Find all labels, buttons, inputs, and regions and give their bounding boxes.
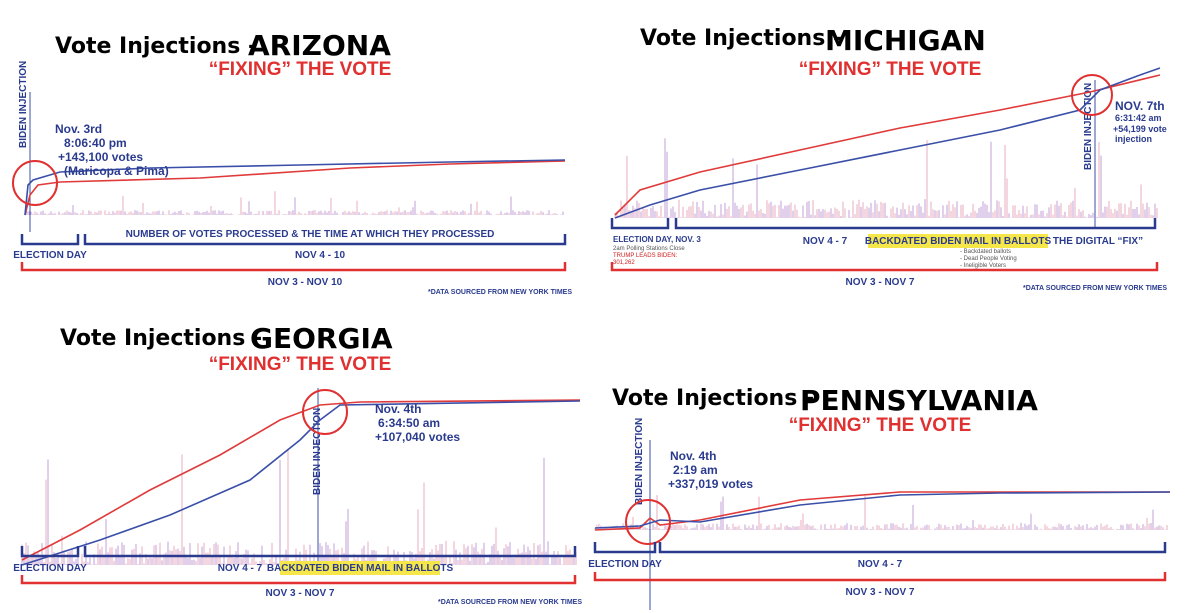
label: - Dead People Voting: [960, 256, 1017, 262]
biden-line: [614, 67, 1161, 219]
biden-line: [21, 400, 581, 566]
highlight: [280, 561, 440, 575]
footnote: *DATA SOURCED FROM NEW YORK TIMES: [438, 599, 582, 606]
state: GEORGIA: [250, 322, 393, 355]
bracket: [593, 572, 1167, 582]
annotation: +337,019 votes: [668, 477, 753, 491]
label: NOV 3 - NOV 7: [846, 587, 915, 598]
panel-arizona: Vote Injections - ARIZONA “FIXING” THE V…: [12, 29, 572, 296]
label: ELECTION DAY, NOV. 3: [613, 235, 701, 244]
label: NOV 4 - 7: [858, 559, 903, 570]
biden-line: [594, 491, 1171, 529]
label: NOV 4 - 7: [218, 563, 263, 574]
trump-line: [594, 491, 1170, 531]
label: BACKDATED BIDEN MAIL IN BALLOTS: [865, 236, 1052, 247]
marker: BIDEN INJECTION: [634, 418, 645, 505]
label: - Backdated ballots: [960, 249, 1011, 255]
highlight: [868, 234, 1048, 248]
title: Vote Injections -: [60, 326, 262, 351]
annotation: Nov. 3rd: [55, 122, 102, 136]
annotation: Nov. 4th: [670, 449, 716, 463]
label: BACKDATED BIDEN MAIL IN BALLOTS: [267, 563, 454, 574]
bracket: [20, 575, 577, 585]
label: NOV 3 - NOV 7: [846, 277, 915, 288]
label: NOV 4 - 7: [803, 236, 848, 247]
footnote: *DATA SOURCED FROM NEW YORK TIMES: [1023, 285, 1167, 292]
annotation: +107,040 votes: [375, 430, 460, 444]
trump-line: [24, 160, 566, 216]
label: NOV 3 - NOV 10: [268, 277, 343, 288]
trump-line: [614, 74, 1161, 216]
marker: BIDEN INJECTION: [18, 61, 29, 148]
bracket: [20, 546, 577, 558]
marker: BIDEN INJECTION: [1083, 83, 1094, 170]
subtitle: “FIXING” THE VOTE: [789, 415, 972, 436]
highlight-circle: [625, 499, 671, 545]
title: Vote Injections -: [55, 34, 257, 59]
subtitle: “FIXING” THE VOTE: [209, 59, 392, 80]
subtitle: “FIXING” THE VOTE: [799, 59, 982, 80]
panel-georgia: Vote Injections - GEORGIA “FIXING” THE V…: [13, 322, 582, 606]
label: ELECTION DAY: [588, 559, 662, 570]
state: PENNSYLVANIA: [800, 384, 1038, 417]
title: Vote Injections -: [612, 386, 814, 411]
label: TRUMP LEADS BIDEN:: [613, 253, 678, 259]
trump-line: [21, 399, 581, 561]
footnote: *DATA SOURCED FROM NEW YORK TIMES: [428, 289, 572, 296]
spikes: [21, 138, 1168, 565]
annotation: 6:31:42 am: [1115, 113, 1162, 123]
bracket: [593, 542, 1167, 554]
annotation: Nov. 4th: [375, 402, 421, 416]
highlight-circle: [302, 389, 348, 435]
state: MICHIGAN: [825, 24, 986, 57]
bracket: [20, 234, 567, 246]
bracket: [610, 218, 1157, 230]
label: - Ineligible Voters: [960, 263, 1006, 269]
marker: BIDEN INJECTION: [312, 408, 323, 495]
label: 301,262: [613, 260, 635, 266]
annotation: 2:19 am: [673, 463, 718, 477]
label: ELECTION DAY: [13, 250, 87, 261]
annotation: 6:34:50 am: [378, 416, 440, 430]
label: NOV 3 - NOV 7: [266, 588, 335, 599]
label: NUMBER OF VOTES PROCESSED & THE TIME AT …: [126, 229, 495, 240]
annotation: injection: [1115, 134, 1152, 144]
annotation: +54,199 vote: [1113, 124, 1167, 134]
annotation: +143,100 votes: [58, 150, 143, 164]
annotation: (Maricopa & Pima): [64, 164, 169, 178]
highlight-circle: [1071, 74, 1113, 116]
label: 2am Polling Stations Close: [613, 246, 685, 252]
label: THE DIGITAL “FIX”: [1053, 236, 1143, 247]
bracket: [610, 262, 1159, 272]
label: ELECTION DAY: [13, 563, 87, 574]
biden-line: [24, 159, 566, 216]
annotation: NOV. 7th: [1115, 99, 1165, 113]
annotation: 8:06:40 pm: [64, 136, 127, 150]
panel-michigan: Vote Injections - MICHIGAN “FIXING” THE …: [610, 24, 1167, 292]
title: Vote Injections -: [640, 26, 842, 51]
state: ARIZONA: [248, 29, 391, 62]
panel-pennsylvania: Vote Injections - PENNSYLVANIA “FIXING” …: [588, 384, 1171, 610]
highlight-circle: [12, 160, 58, 206]
label: NOV 4 - 10: [295, 250, 345, 261]
subtitle: “FIXING” THE VOTE: [209, 354, 392, 375]
bracket: [20, 262, 567, 272]
